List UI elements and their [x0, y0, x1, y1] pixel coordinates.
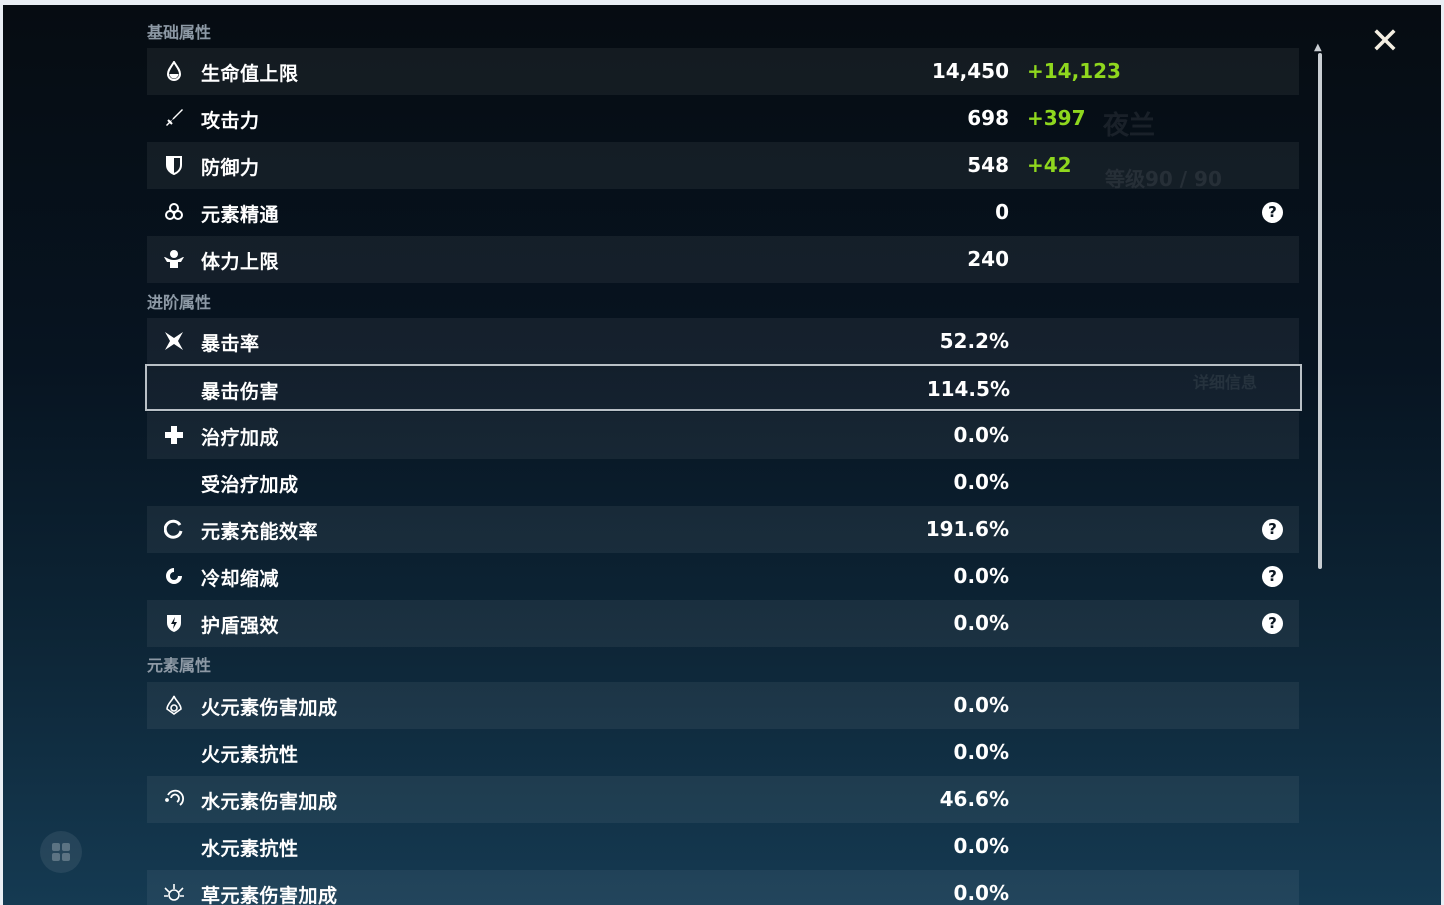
stat-row[interactable]: 元素精通 0? [147, 189, 1299, 236]
hydro-icon [163, 788, 185, 810]
energy-recharge-icon [163, 518, 185, 540]
healing-cross-icon [163, 424, 185, 446]
scroll-up-icon[interactable]: ▲ [1314, 42, 1322, 53]
stat-label: 治疗加成 [201, 427, 280, 449]
crit-rate-icon [163, 330, 185, 352]
grid-icon [52, 843, 70, 861]
stat-label: 护盾强效 [201, 615, 280, 637]
stat-row[interactable]: 草元素伤害加成 0.0% [147, 870, 1299, 905]
stat-value: 14,450 [931, 59, 1009, 83]
stat-bonus: +397 [1027, 106, 1086, 130]
stat-label: 体力上限 [201, 251, 280, 273]
help-icon[interactable]: ? [1262, 566, 1283, 587]
stat-row[interactable]: 火元素伤害加成 0.0% [147, 682, 1299, 729]
stat-value: 0.0% [953, 834, 1009, 858]
help-icon[interactable]: ? [1262, 613, 1283, 634]
sword-icon [163, 107, 185, 129]
stat-row[interactable]: 受治疗加成 0.0% [147, 459, 1299, 506]
stat-row[interactable]: 冷却缩减 0.0%? [147, 553, 1299, 600]
stat-label: 受治疗加成 [201, 474, 299, 496]
stat-row[interactable]: 攻击力 698 +397 [147, 95, 1299, 142]
bg-level: 等级90 / 90 [1105, 167, 1222, 191]
stat-row[interactable]: 火元素抗性 0.0% [147, 729, 1299, 776]
section-header: 进阶属性 [147, 293, 212, 312]
stat-value: 0.0% [953, 740, 1009, 764]
stat-label: 水元素抗性 [201, 838, 299, 860]
stat-label: 草元素伤害加成 [201, 885, 338, 905]
stat-label: 暴击伤害 [201, 381, 280, 403]
stat-label: 火元素抗性 [201, 744, 299, 766]
dendro-icon [163, 882, 185, 904]
stat-label: 水元素伤害加成 [201, 791, 338, 813]
stat-value: 0 [995, 200, 1009, 224]
character-stats-window: 夜兰 等级90 / 90 详细信息 基础属性生命值上限 14,450 +14,123… [3, 5, 1441, 905]
stat-row[interactable]: 水元素抗性 0.0% [147, 823, 1299, 870]
bg-character-name: 夜兰 [1103, 111, 1156, 141]
stat-row[interactable]: 护盾强效 0.0%? [147, 600, 1299, 647]
stat-value: 191.6% [925, 517, 1009, 541]
stat-row[interactable]: 暴击伤害 114.5% [145, 364, 1302, 411]
hp-drop-icon [163, 60, 185, 82]
stat-value: 0.0% [953, 611, 1009, 635]
stat-value: 0.0% [953, 881, 1009, 905]
stat-row[interactable]: 防御力 548 +42 [147, 142, 1299, 189]
section-header: 基础属性 [147, 23, 212, 42]
help-icon[interactable]: ? [1262, 519, 1283, 540]
stat-label: 攻击力 [201, 110, 260, 132]
stat-row[interactable]: 元素充能效率 191.6%? [147, 506, 1299, 553]
stamina-icon [163, 248, 185, 270]
stat-value: 114.5% [926, 377, 1010, 401]
stat-row[interactable]: 生命值上限 14,450 +14,123 [147, 48, 1299, 95]
stat-row[interactable]: 治疗加成 0.0% [147, 412, 1299, 459]
stat-row[interactable]: 体力上限 240 [147, 236, 1299, 283]
stat-label: 暴击率 [201, 333, 260, 355]
bg-details-button: 详细信息 [1193, 373, 1258, 392]
stat-label: 元素精通 [201, 204, 280, 226]
stat-row[interactable]: 暴击率 52.2% [147, 318, 1299, 365]
pyro-icon [163, 694, 185, 716]
stat-label: 元素充能效率 [201, 521, 319, 543]
stat-value: 52.2% [939, 329, 1009, 353]
stat-value: 698 [967, 106, 1009, 130]
stat-bonus: +14,123 [1027, 59, 1121, 83]
stat-row[interactable]: 水元素伤害加成 46.6% [147, 776, 1299, 823]
stat-value: 240 [967, 247, 1009, 271]
stat-value: 0.0% [953, 693, 1009, 717]
stat-label: 冷却缩减 [201, 568, 280, 590]
stat-value: 0.0% [953, 423, 1009, 447]
section-header: 元素属性 [147, 656, 212, 675]
scrollbar[interactable] [1318, 53, 1322, 569]
close-button[interactable]: ✕ [1369, 21, 1401, 62]
elemental-mastery-icon [163, 201, 185, 223]
stat-value: 0.0% [953, 470, 1009, 494]
cooldown-icon [163, 565, 185, 587]
stat-bonus: +42 [1027, 153, 1072, 177]
stat-label: 火元素伤害加成 [201, 697, 338, 719]
menu-grid-button[interactable] [40, 831, 82, 873]
help-icon[interactable]: ? [1262, 202, 1283, 223]
shield-icon [163, 154, 185, 176]
shield-strength-icon [163, 612, 185, 634]
stat-value: 0.0% [953, 564, 1009, 588]
stat-value: 46.6% [939, 787, 1009, 811]
stat-value: 548 [967, 153, 1009, 177]
stat-label: 防御力 [201, 157, 260, 179]
stat-label: 生命值上限 [201, 63, 299, 85]
